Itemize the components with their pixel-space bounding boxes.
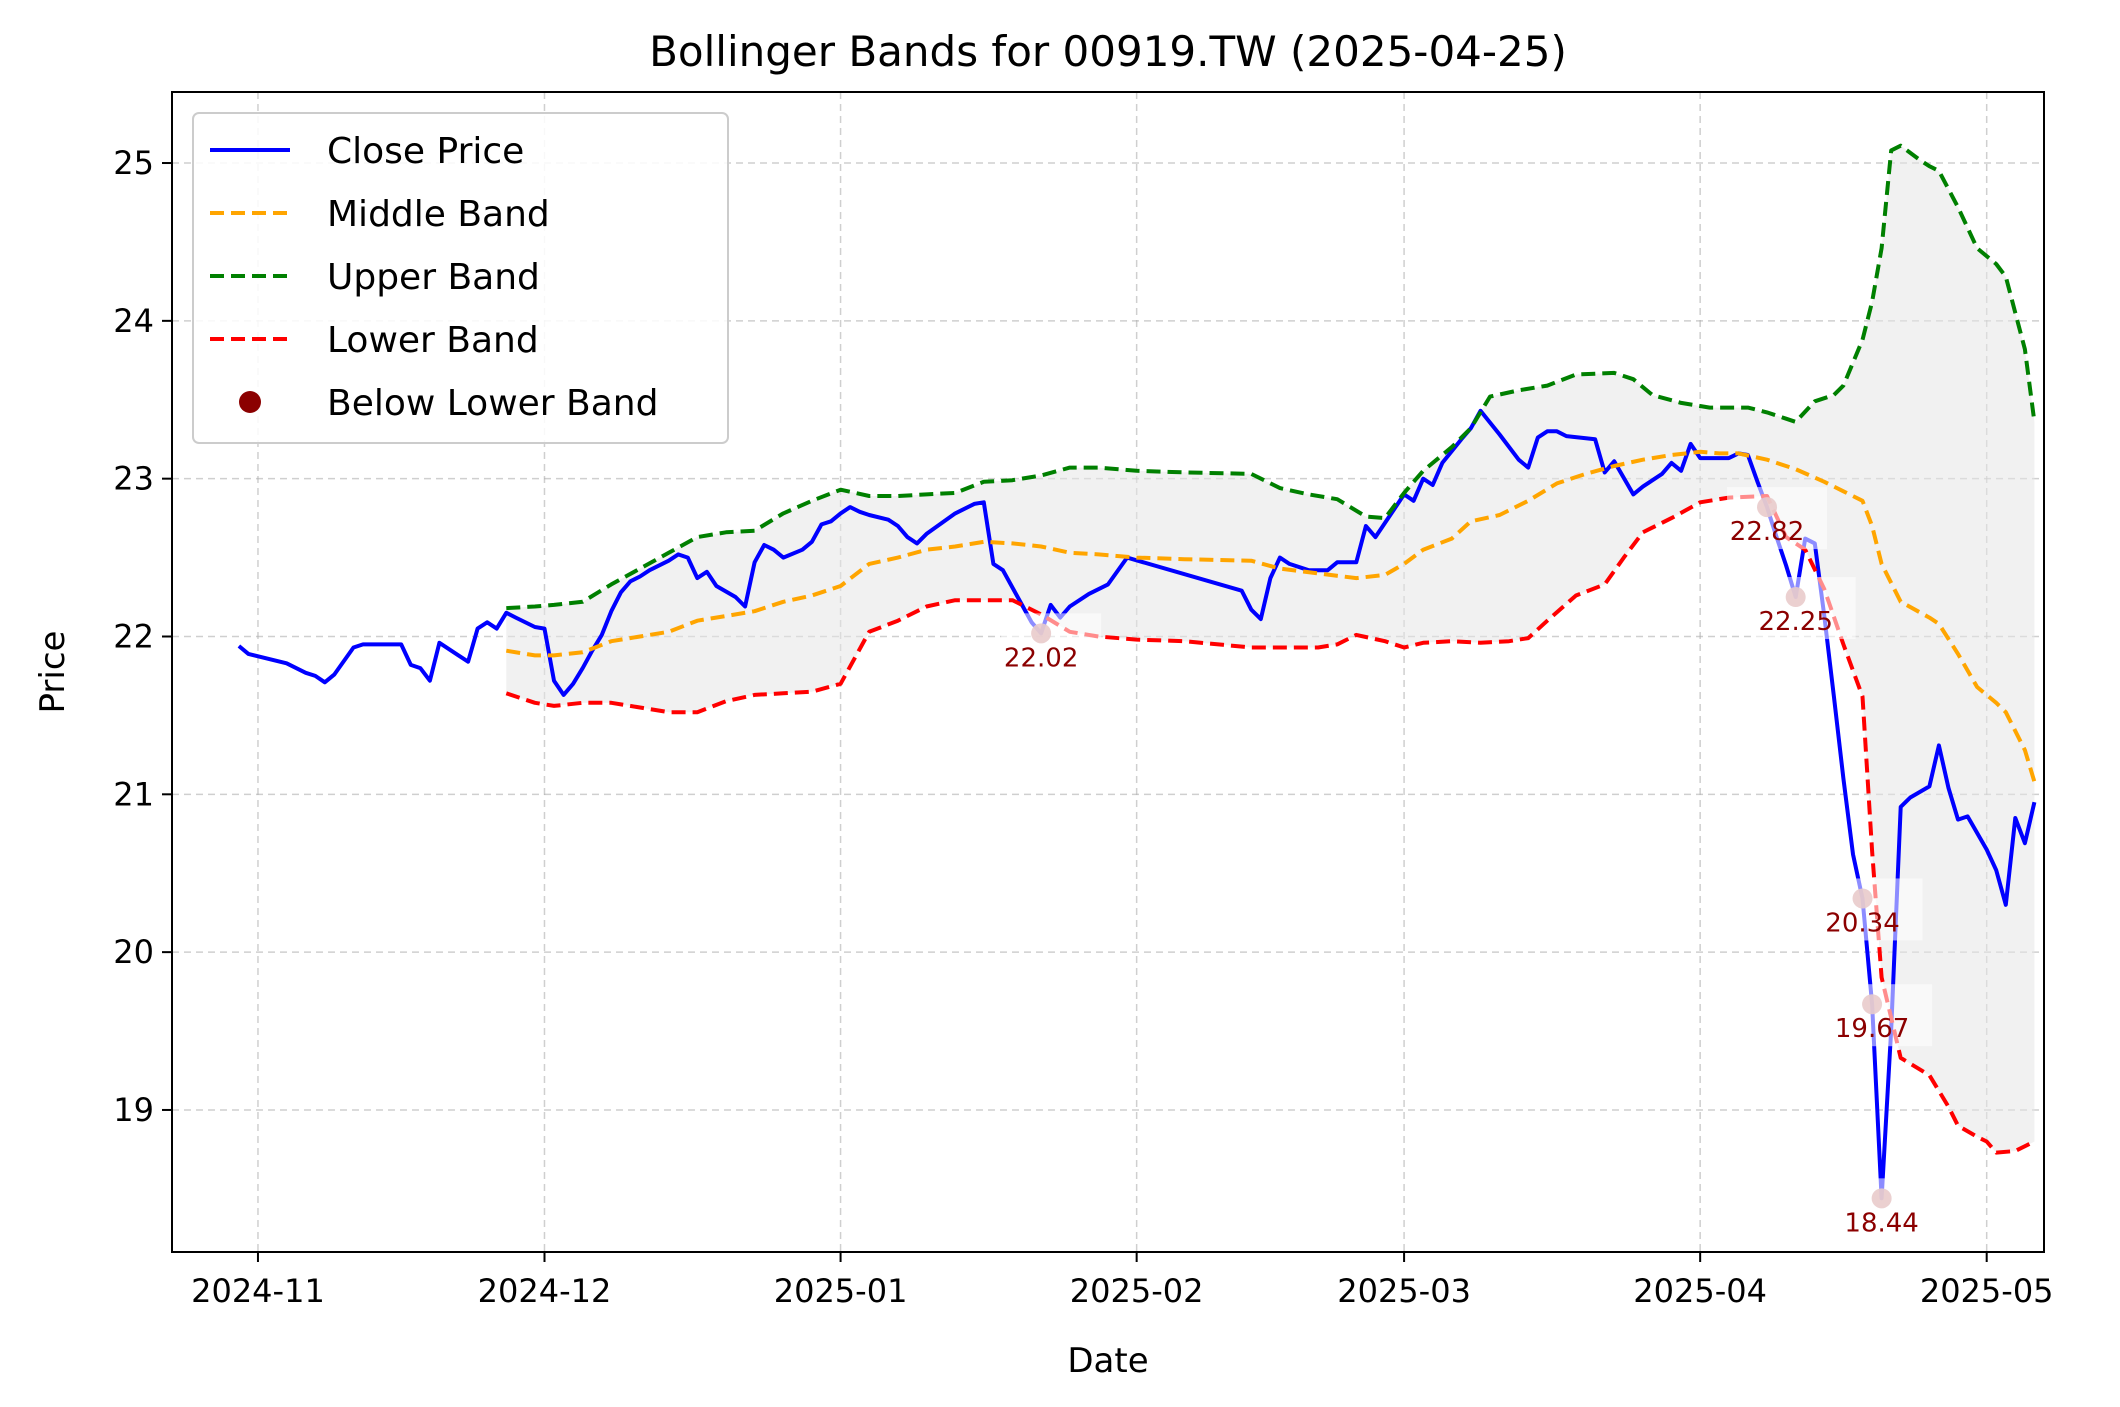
legend-label-close-price: Close Price <box>327 131 524 172</box>
legend: Close Price Middle Band Upper Band Lower Ba… <box>192 112 729 444</box>
annotation-box <box>1727 487 1828 550</box>
annotation-box <box>1841 1178 1942 1241</box>
legend-label-upper-band: Upper Band <box>327 257 540 298</box>
legend-label-middle-band: Middle Band <box>327 194 550 235</box>
annotation-label: 18.44 <box>1844 1208 1918 1238</box>
annotation-label: 22.82 <box>1730 517 1804 547</box>
x-tick-label: 2024-11 <box>191 1272 325 1310</box>
legend-marker <box>239 391 261 413</box>
middle-band-line <box>505 449 2037 783</box>
x-tick-label: 2025-03 <box>1337 1272 1471 1310</box>
lower-band-line <box>505 494 2036 1155</box>
x-tick-label: 2025-05 <box>1920 1272 2054 1310</box>
annotation-box <box>1822 878 1923 941</box>
x-tick-label: 2024-12 <box>478 1272 612 1310</box>
legend-box <box>192 112 729 444</box>
y-tick-label: 24 <box>113 302 154 340</box>
x-tick-label: 2025-01 <box>774 1272 908 1310</box>
y-tick-label: 23 <box>113 460 154 498</box>
y-axis: 19 20 21 22 23 24 25 <box>113 144 172 1129</box>
x-tick-label: 2025-04 <box>1633 1272 1767 1310</box>
band-fill-layer <box>506 145 2035 1153</box>
x-axis-label: Date <box>1067 1341 1148 1381</box>
series-layer <box>237 143 2037 1201</box>
legend-label-lower-band: Lower Band <box>327 320 539 361</box>
x-tick-label: 2025-02 <box>1070 1272 1204 1310</box>
legend-label-below-lower-band: Below Lower Band <box>327 383 658 424</box>
upper-band-line <box>506 143 2037 611</box>
annotation-layer: 22.02 22.82 22.25 20.34 19.67 18.44 <box>1001 487 1942 1241</box>
chart-title: Bollinger Bands for 00919.TW (2025-04-25… <box>649 27 1567 76</box>
y-tick-label: 21 <box>113 775 154 813</box>
y-tick-label: 19 <box>113 1091 154 1129</box>
annotation-label: 19.67 <box>1835 1014 1909 1044</box>
close-price-line <box>237 408 2037 1201</box>
annotation-box <box>1001 613 1102 676</box>
y-tick-label: 25 <box>113 144 154 182</box>
annotation-box <box>1832 984 1933 1047</box>
band-fill-area <box>506 145 2035 1153</box>
y-tick-label: 20 <box>113 933 154 971</box>
plot-frame <box>171 91 2045 1253</box>
annotation-label: 22.25 <box>1758 607 1832 637</box>
y-axis-label: Price <box>33 631 73 714</box>
annotation-label: 22.02 <box>1004 643 1078 673</box>
x-axis: 2024-11 2024-12 2025-01 2025-02 2025-03 2025-… <box>191 1252 2054 1310</box>
y-tick-label: 22 <box>113 617 154 655</box>
annotation-label: 20.34 <box>1825 908 1899 938</box>
annotation-box <box>1755 577 1856 640</box>
